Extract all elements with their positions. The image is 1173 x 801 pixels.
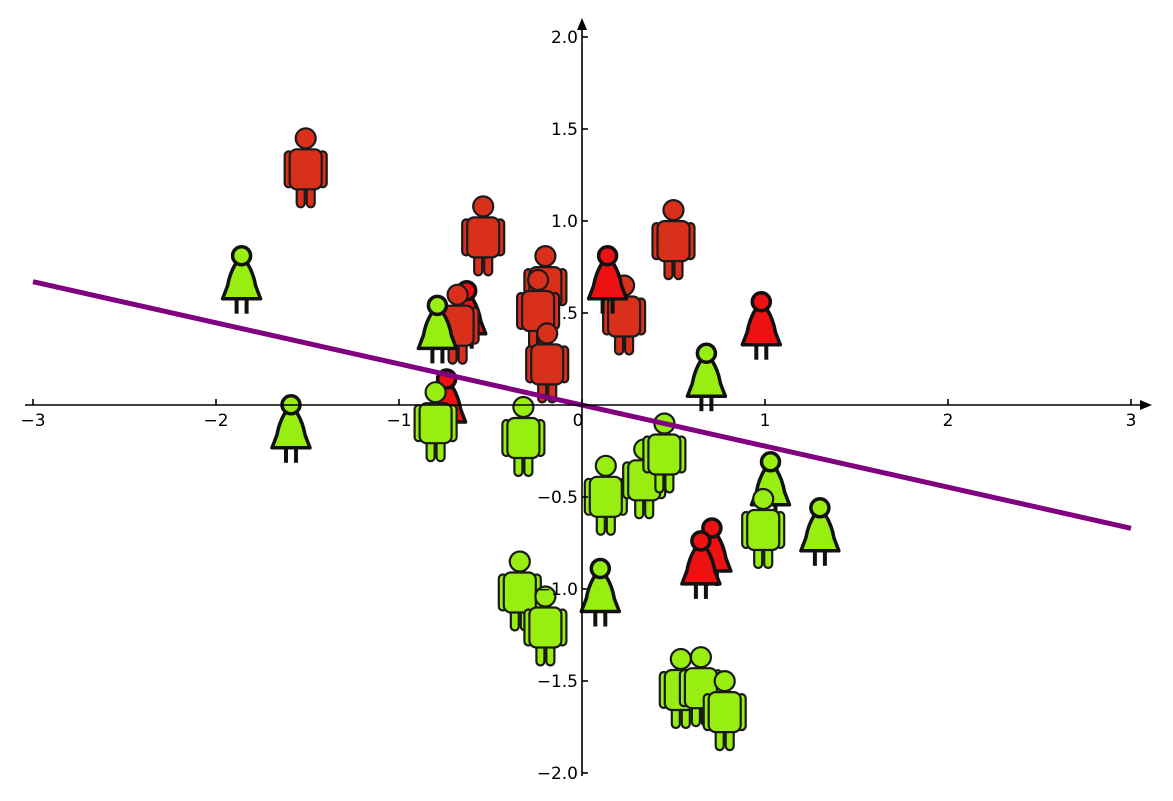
data-point-green-male [523,585,568,667]
data-point-red-male [525,322,570,404]
markers-layer [220,127,841,752]
x-tick-label: 3 [1126,411,1137,431]
y-tick-label: 2.0 [551,28,578,48]
data-point-green-male [413,381,458,463]
y-tick-label: .5 [562,304,578,324]
data-point-red-male [283,127,328,209]
data-point-green-female [579,557,622,627]
data-point-green-male [497,550,542,632]
axes-layer: −3 −2 −1 0 1 2 3 −2.0 −1.5 −1.0 −0.5 .5 1.0 1.5 2.0 [20,18,1152,784]
x-tick-label: 1 [760,411,771,431]
x-tick-label: 0 [573,411,584,431]
data-point-red-male [651,199,696,281]
data-point-green-male [501,395,546,478]
y-tick-label: −1.5 [537,672,578,692]
data-point-red-female [680,530,722,599]
y-tick-label: −1.0 [537,580,578,600]
data-point-green-male [702,669,747,752]
x-tick-label: −2 [203,411,228,431]
x-axis-arrow [1140,400,1152,410]
data-point-green-female [416,294,459,364]
y-tick-label: 1.5 [551,120,578,140]
data-point-green-female [685,342,728,412]
x-tick-label: −3 [20,411,45,431]
y-tick-label: −0.5 [537,488,578,508]
data-point-green-female [749,451,792,520]
data-point-green-female [799,497,841,566]
x-tick-label: −1 [386,411,411,431]
x-tick-label: 2 [943,411,954,431]
data-point-red-female [740,290,783,360]
data-point-green-female [220,244,263,314]
y-tick-label: 1.0 [551,212,578,232]
data-point-green-male [741,487,786,570]
data-point-red-female [586,244,629,314]
y-tick-label: −2.0 [537,764,578,784]
y-axis-arrow [577,18,587,30]
data-point-red-male [461,195,506,277]
